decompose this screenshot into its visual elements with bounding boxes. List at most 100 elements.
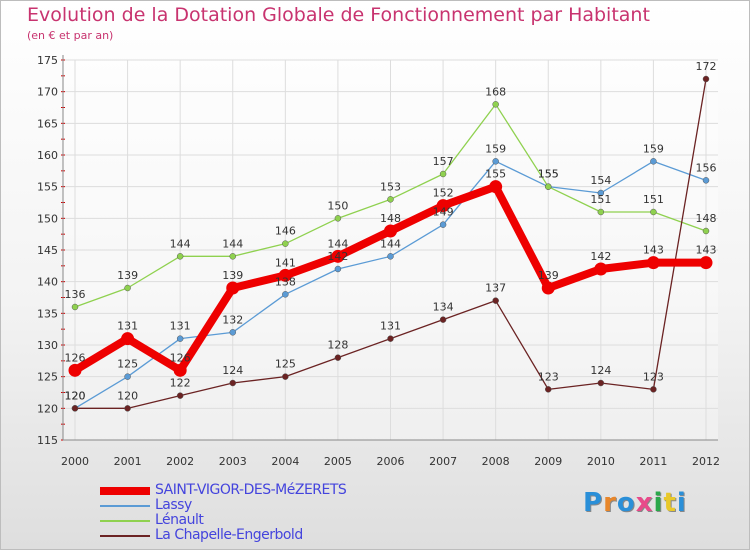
- data-label: 143: [696, 244, 717, 257]
- data-point: [492, 101, 499, 108]
- data-point: [334, 215, 342, 222]
- data-label: 126: [170, 351, 191, 364]
- y-tick-label: 165: [37, 117, 58, 130]
- data-label: 136: [65, 288, 86, 301]
- data-label: 120: [65, 389, 86, 402]
- legend-swatch: [100, 487, 150, 495]
- data-point: [702, 177, 710, 184]
- data-labels: 126 131 126 139 141 144 148 152 155 139 142 143 143 1…: [65, 60, 717, 402]
- y-tick-label: 135: [37, 307, 58, 320]
- data-point: [492, 297, 499, 304]
- data-label: 154: [590, 174, 611, 187]
- data-point: [71, 405, 79, 412]
- data-label: 138: [275, 275, 296, 288]
- data-label: 155: [538, 168, 559, 181]
- data-point: [278, 268, 292, 282]
- data-point: [387, 335, 394, 342]
- data-label: 139: [538, 269, 559, 282]
- data-label: 168: [485, 85, 506, 98]
- logo-letter: x: [635, 488, 654, 518]
- y-tick-label: 115: [37, 434, 58, 447]
- logo-letter: o: [616, 488, 636, 518]
- data-label: 131: [380, 320, 401, 333]
- data-label: 155: [485, 168, 506, 181]
- legend-label: Lénault: [155, 512, 204, 528]
- x-tick-label: 2006: [377, 455, 405, 468]
- data-point: [594, 262, 608, 276]
- data-label: 124: [590, 364, 611, 377]
- data-point: [699, 256, 713, 270]
- y-tick-label: 130: [37, 339, 58, 352]
- data-label: 126: [65, 351, 86, 364]
- chart-subtitle: (en € et par an): [27, 29, 114, 42]
- x-tick-label: 2008: [482, 455, 510, 468]
- data-label: 125: [275, 358, 296, 371]
- data-point: [650, 158, 657, 165]
- data-label: 156: [696, 161, 717, 174]
- x-tick-label: 2005: [324, 455, 352, 468]
- data-point: [545, 183, 552, 190]
- legend-swatch: [100, 535, 150, 537]
- data-point: [650, 208, 657, 216]
- legend-label: Lassy: [155, 497, 192, 513]
- data-point: [229, 329, 236, 336]
- y-tick-label: 120: [37, 402, 58, 415]
- data-point: [334, 265, 342, 273]
- data-point: [124, 284, 131, 292]
- data-label: 151: [590, 193, 611, 206]
- data-label: 125: [117, 358, 138, 371]
- data-point: [121, 332, 135, 346]
- data-point: [387, 196, 394, 203]
- data-label: 144: [327, 237, 348, 250]
- data-point: [282, 240, 289, 247]
- data-label: 123: [643, 370, 664, 383]
- data-label: 144: [380, 237, 401, 250]
- logo-letter: i: [676, 488, 687, 518]
- data-point: [436, 199, 450, 213]
- data-point: [124, 373, 131, 380]
- legend-label: SAINT-VIGOR-DES-MéZERETS: [155, 482, 347, 498]
- data-label: 120: [65, 389, 86, 402]
- data-point: [384, 224, 397, 238]
- data-point: [489, 180, 503, 194]
- data-label: 123: [538, 370, 559, 383]
- data-label: 146: [275, 225, 296, 238]
- axes: 115 120 125 130 135 140 145 150 155 160 165 170 175 2…: [37, 54, 720, 468]
- data-point: [229, 379, 236, 387]
- data-label: 151: [643, 193, 664, 206]
- x-tick-label: 2007: [429, 455, 457, 468]
- data-label: 172: [696, 60, 717, 73]
- data-point: [226, 281, 240, 295]
- x-tick-label: 2004: [271, 455, 299, 468]
- data-point: [597, 189, 605, 197]
- data-point: [597, 208, 605, 216]
- data-point: [176, 392, 184, 399]
- logo-letter: P: [583, 488, 604, 518]
- y-tick-label: 140: [37, 276, 58, 289]
- chart-title: Evolution de la Dotation Globale de Fonc…: [27, 4, 650, 26]
- y-tick-label: 145: [37, 244, 58, 257]
- x-tick-label: 2002: [166, 455, 194, 468]
- data-label: 120: [117, 389, 138, 402]
- proxiti-logo: Proxiti: [583, 488, 687, 518]
- data-point: [176, 253, 184, 260]
- x-tick-label: 2003: [219, 455, 247, 468]
- data-point: [282, 291, 289, 298]
- logo-letter: r: [603, 488, 617, 518]
- y-tick-label: 160: [37, 149, 58, 162]
- x-tick-label: 2009: [534, 455, 562, 468]
- points: [68, 75, 713, 412]
- data-point: [439, 221, 447, 228]
- data-label: 139: [222, 269, 243, 282]
- legend-label: La Chapelle-Engerbold: [155, 527, 303, 543]
- data-point: [173, 363, 187, 377]
- y-tick-label: 125: [37, 371, 58, 384]
- data-label: 159: [485, 142, 506, 155]
- data-label: 124: [222, 364, 243, 377]
- data-label: 159: [643, 142, 664, 155]
- y-tick-label: 150: [37, 212, 58, 225]
- data-label: 134: [433, 301, 454, 314]
- data-label: 152: [433, 187, 454, 200]
- data-label: 143: [643, 244, 664, 257]
- y-tick-label: 170: [37, 86, 58, 99]
